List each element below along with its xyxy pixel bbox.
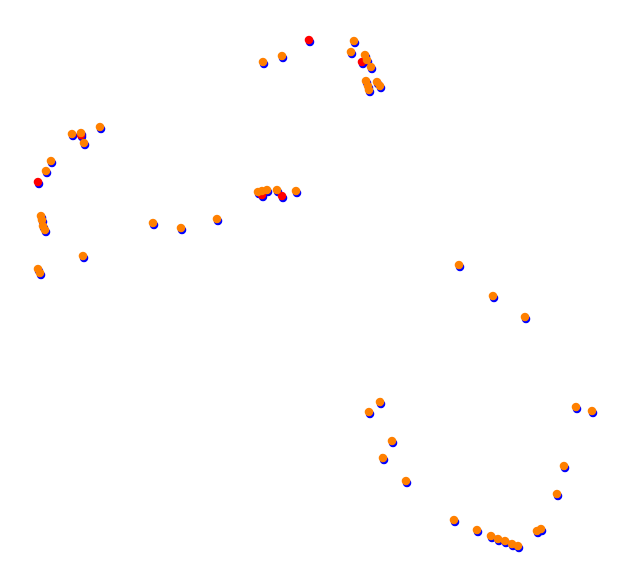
data-point-s2-51 <box>552 489 562 499</box>
data-point-s2-14 <box>67 129 77 139</box>
data-point-s2-12 <box>95 122 105 132</box>
data-point-s2-26 <box>176 223 186 233</box>
data-point-s2-17 <box>41 166 51 176</box>
data-point-s2-32 <box>291 186 301 196</box>
data-point-s1-3 <box>33 177 43 187</box>
data-point-s1-5 <box>277 191 287 201</box>
data-point-s1-0 <box>304 35 314 45</box>
data-point-s2-33 <box>454 260 464 270</box>
data-point-s2-5 <box>362 55 372 65</box>
data-point-s2-3 <box>346 47 356 57</box>
data-point-s2-0 <box>258 57 268 67</box>
data-point-s2-38 <box>387 436 397 446</box>
data-point-s2-42 <box>472 525 482 535</box>
data-point-s2-25 <box>148 218 158 228</box>
data-point-s2-37 <box>364 407 374 417</box>
data-point-s2-13 <box>76 128 86 138</box>
data-point-s2-16 <box>46 156 56 166</box>
data-point-s2-45 <box>500 536 510 546</box>
data-point-s2-39 <box>378 453 388 463</box>
data-point-s2-40 <box>401 476 411 486</box>
data-point-s2-9 <box>364 85 374 95</box>
data-point-s2-21 <box>40 225 50 235</box>
series-0 <box>34 37 598 553</box>
data-point-s2-50 <box>559 461 569 471</box>
data-point-s2-27 <box>212 214 222 224</box>
series-1 <box>33 35 367 201</box>
data-point-s2-24 <box>35 268 45 278</box>
data-point-s2-34 <box>488 291 498 301</box>
data-point-s2-41 <box>449 515 459 525</box>
data-point-s2-1 <box>277 51 287 61</box>
data-point-s2-22 <box>78 251 88 261</box>
data-point-s2-44 <box>493 534 503 544</box>
data-point-s2-36 <box>375 397 385 407</box>
data-point-s2-47 <box>513 541 523 551</box>
data-point-s2-35 <box>520 312 530 322</box>
series-2 <box>33 36 597 551</box>
data-point-s2-2 <box>349 36 359 46</box>
data-point-s2-43 <box>486 531 496 541</box>
data-point-s2-31 <box>272 185 282 195</box>
data-point-s2-49 <box>536 524 546 534</box>
data-point-s2-11 <box>375 81 385 91</box>
data-point-s2-15 <box>79 138 89 148</box>
data-point-s2-30 <box>262 185 272 195</box>
data-point-s2-52 <box>571 402 581 412</box>
data-point-s2-6 <box>366 62 376 72</box>
data-point-s2-53 <box>587 406 597 416</box>
